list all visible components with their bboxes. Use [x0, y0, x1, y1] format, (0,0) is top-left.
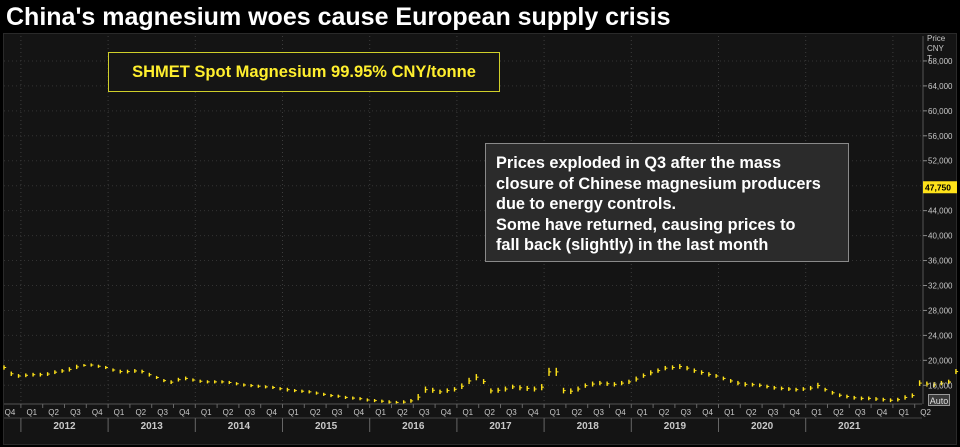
year-label: 2019 [664, 421, 687, 432]
y-tick-label: 36,000 [928, 257, 953, 266]
year-label: 2021 [838, 421, 861, 432]
annotation-note: Prices exploded in Q3 after the mass clo… [485, 143, 849, 262]
year-label: 2015 [315, 421, 338, 432]
year-label: 2012 [53, 421, 76, 432]
y-tick-label: 24,000 [928, 331, 953, 340]
price-bars [3, 363, 959, 404]
quarter-label: Q2 [223, 408, 234, 417]
quarter-label: Q4 [5, 408, 16, 417]
auto-scale-button[interactable]: Auto [928, 394, 950, 406]
note-line: due to energy controls. [496, 195, 677, 213]
quarter-label: Q3 [855, 408, 866, 417]
quarter-label: Q3 [332, 408, 343, 417]
note-line: fall back (slightly) in the last month [496, 236, 769, 254]
quarter-label: Q1 [375, 408, 386, 417]
quarter-label: Q2 [920, 408, 931, 417]
quarter-label: Q4 [702, 408, 713, 417]
quarter-label: Q3 [419, 408, 430, 417]
quarter-label: Q1 [201, 408, 212, 417]
quarter-label: Q3 [680, 408, 691, 417]
y-axis: 16,000 20,000 24,000 28,000 32,000 36,000 40,0… [922, 34, 957, 404]
quarter-label: Q4 [789, 408, 800, 417]
quarter-label: Q2 [397, 408, 408, 417]
y-tick-label: 20,000 [928, 356, 953, 365]
y-axis-title: T [927, 54, 932, 63]
y-tick-label: 68,000 [928, 57, 953, 66]
quarter-label: Q1 [462, 408, 473, 417]
quarter-label: Q1 [288, 408, 299, 417]
quarter-label: Q3 [593, 408, 604, 417]
y-tick-label: 28,000 [928, 306, 953, 315]
y-tick-label: 44,000 [928, 207, 953, 216]
quarter-label: Q2 [833, 408, 844, 417]
quarter-label: Q1 [898, 408, 909, 417]
quarter-label: Q4 [877, 408, 888, 417]
note-line: Prices exploded in Q3 after the mass [496, 154, 782, 172]
quarter-label: Q1 [811, 408, 822, 417]
quarter-label: Q2 [659, 408, 670, 417]
quarter-label: Q4 [615, 408, 626, 417]
y-axis-title: CNY [927, 44, 945, 53]
quarter-label: Q3 [244, 408, 255, 417]
quarter-label: Q1 [114, 408, 125, 417]
note-line: Some have returned, causing prices to [496, 215, 796, 234]
quarter-label: Q2 [310, 408, 321, 417]
quarter-label: Q3 [506, 408, 517, 417]
last-price-label: 47,750 [925, 182, 951, 192]
quarter-label: Q3 [768, 408, 779, 417]
quarter-label: Q1 [637, 408, 648, 417]
quarter-label: Q4 [441, 408, 452, 417]
year-label: 2017 [489, 421, 512, 432]
y-axis-title: Price [927, 34, 946, 43]
y-tick-label: 64,000 [928, 82, 953, 91]
quarter-label: Q4 [179, 408, 190, 417]
last-price-tag [923, 181, 957, 194]
quarter-label: Q2 [746, 408, 757, 417]
quarter-label: Q1 [26, 408, 37, 417]
quarter-label: Q2 [135, 408, 146, 417]
note-line: closure of Chinese magnesium producers [496, 174, 821, 193]
quarter-label: Q4 [92, 408, 103, 417]
quarter-label: Q2 [484, 408, 495, 417]
quarter-label: Q1 [724, 408, 735, 417]
year-label: 2020 [751, 421, 774, 432]
year-label: 2013 [141, 421, 164, 432]
x-axis: Q4 Q1 Q2 Q3 Q4 Q1 Q2 Q3 Q4 Q1 Q2 Q3 Q4 Q1 Q2 Q3 Q4 Q1 Q2 Q3… [4, 403, 931, 432]
series-label: SHMET Spot Magnesium 99.95% CNY/tonne [108, 52, 500, 92]
y-tick-label: 40,000 [928, 232, 953, 241]
y-tick-label: 32,000 [928, 281, 953, 290]
quarter-label: Q4 [266, 408, 277, 417]
y-tick-label: 16,000 [928, 381, 953, 390]
y-tick-label: 52,000 [928, 157, 953, 166]
quarter-label: Q2 [571, 408, 582, 417]
quarter-label: Q2 [48, 408, 59, 417]
chart-title: China's magnesium woes cause European su… [6, 3, 671, 31]
quarter-label: Q4 [528, 408, 539, 417]
quarter-label: Q1 [550, 408, 561, 417]
y-tick-label: 60,000 [928, 107, 953, 116]
quarter-label: Q4 [353, 408, 364, 417]
year-label: 2018 [577, 421, 600, 432]
quarter-label: Q3 [157, 408, 168, 417]
quarter-label: Q3 [70, 408, 81, 417]
year-label: 2016 [402, 421, 425, 432]
y-tick-label: 56,000 [928, 132, 953, 141]
year-label: 2014 [228, 421, 251, 432]
